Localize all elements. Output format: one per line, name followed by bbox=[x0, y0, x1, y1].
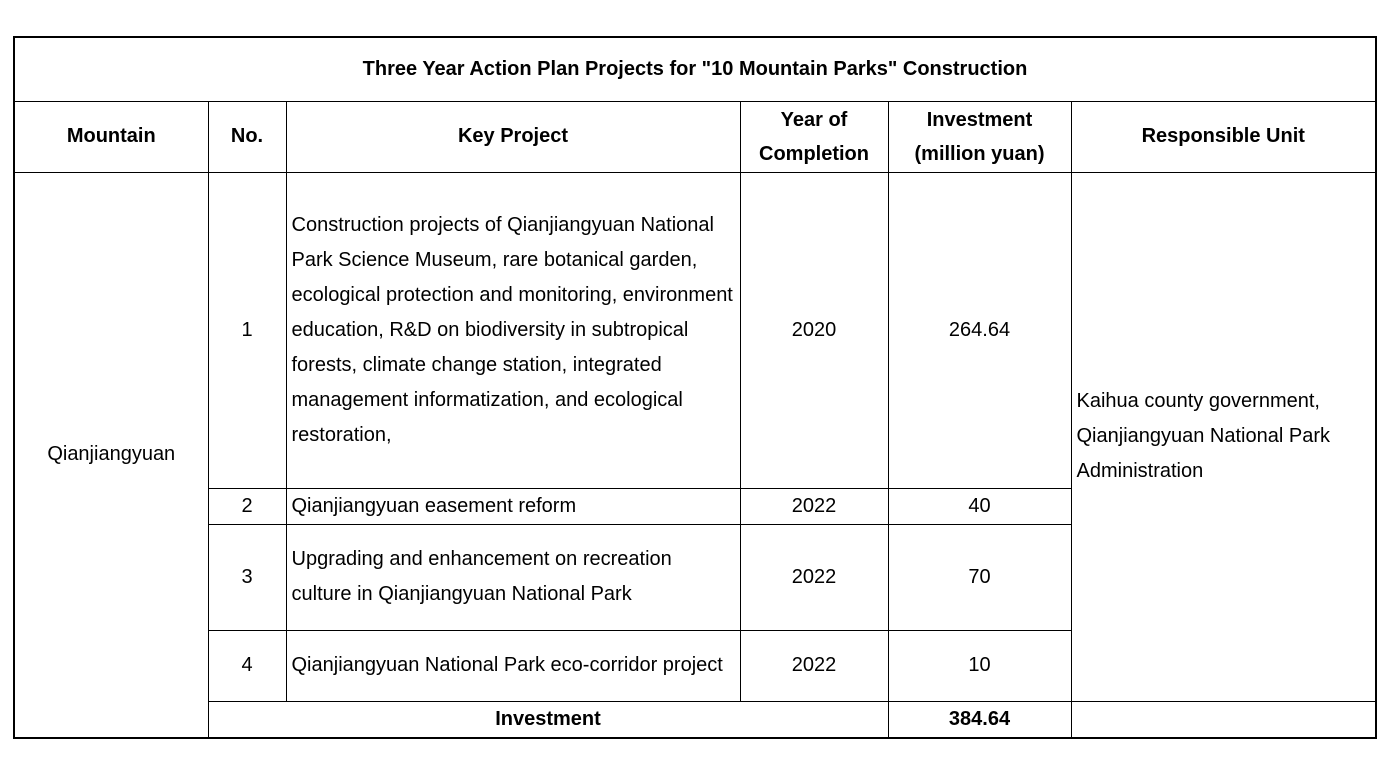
header-cell: Key Project bbox=[285, 100, 741, 173]
project-cell: Construction projects of Qianjiangyuan N… bbox=[285, 171, 741, 489]
project-cell: Upgrading and enhancement on recreation … bbox=[285, 523, 741, 631]
year-cell: 2022 bbox=[739, 629, 889, 702]
header-cell: Mountain bbox=[13, 100, 209, 173]
investment-cell: 10 bbox=[887, 629, 1072, 702]
investment-cell: 70 bbox=[887, 523, 1072, 631]
year-cell: 2022 bbox=[739, 487, 889, 525]
year-cell: 2022 bbox=[739, 523, 889, 631]
no-cell: 1 bbox=[207, 171, 287, 489]
project-cell: Qianjiangyuan National Park eco-corridor… bbox=[285, 629, 741, 702]
header-cell: Responsible Unit bbox=[1070, 100, 1377, 173]
header-cell: Year of Completion bbox=[739, 100, 889, 173]
investment-cell: 264.64 bbox=[887, 171, 1072, 489]
unit-cell: Kaihua county government, Qianjiangyuan … bbox=[1070, 171, 1377, 702]
table-title: Three Year Action Plan Projects for "10 … bbox=[13, 36, 1377, 102]
project-cell: Qianjiangyuan easement reform bbox=[285, 487, 741, 525]
year-cell: 2020 bbox=[739, 171, 889, 489]
empty-cell bbox=[1070, 700, 1377, 739]
projects-table: Three Year Action Plan Projects for "10 … bbox=[13, 36, 1377, 739]
total-value: 384.64 bbox=[887, 700, 1072, 739]
no-cell: 3 bbox=[207, 523, 287, 631]
mountain-cell: Qianjiangyuan bbox=[13, 171, 209, 739]
no-cell: 4 bbox=[207, 629, 287, 702]
no-cell: 2 bbox=[207, 487, 287, 525]
total-label: Investment bbox=[207, 700, 889, 739]
header-cell: Investment (million yuan) bbox=[887, 100, 1072, 173]
investment-cell: 40 bbox=[887, 487, 1072, 525]
header-cell: No. bbox=[207, 100, 287, 173]
